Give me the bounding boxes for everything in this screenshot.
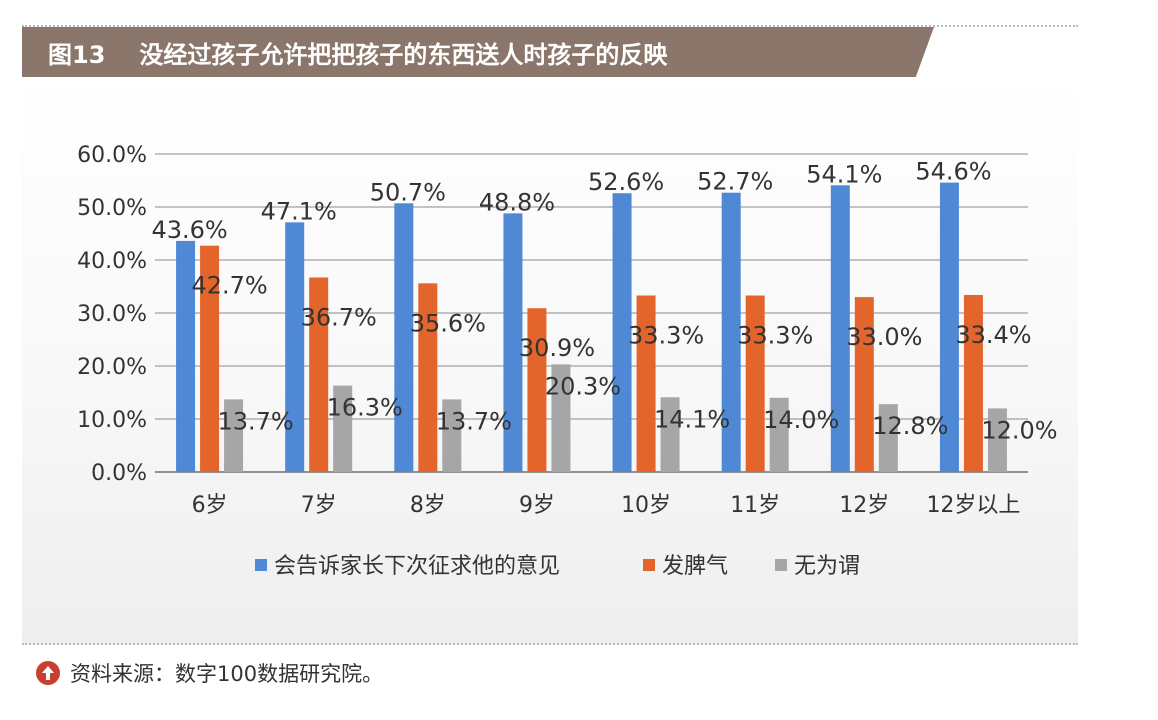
data-label: 42.7% bbox=[191, 272, 267, 300]
bar bbox=[745, 295, 765, 472]
data-label: 14.1% bbox=[654, 405, 730, 433]
figure-number: 图13 bbox=[48, 40, 106, 69]
data-label: 33.3% bbox=[737, 322, 813, 350]
y-tick-label: 0.0% bbox=[91, 461, 147, 486]
data-label: 30.9% bbox=[519, 334, 595, 362]
bar bbox=[636, 295, 656, 472]
bar bbox=[721, 192, 741, 472]
top-divider bbox=[22, 25, 1078, 27]
source-note: 资料来源：数字100数据研究院。 bbox=[36, 658, 383, 688]
x-tick-label: 12岁 bbox=[839, 493, 889, 518]
data-label: 12.0% bbox=[981, 416, 1057, 444]
legend-label: 无为谓 bbox=[794, 554, 860, 579]
bar bbox=[612, 193, 632, 472]
data-label: 50.7% bbox=[370, 178, 446, 206]
bar bbox=[394, 203, 414, 472]
bar bbox=[878, 404, 898, 472]
bar bbox=[309, 277, 329, 472]
data-label: 54.1% bbox=[806, 160, 882, 188]
x-tick-label: 10岁 bbox=[621, 493, 671, 518]
bar bbox=[333, 385, 353, 472]
x-tick-label: 6岁 bbox=[192, 493, 228, 518]
data-label: 16.3% bbox=[327, 394, 403, 422]
chart-panel bbox=[22, 77, 1078, 644]
data-label: 52.6% bbox=[588, 168, 664, 196]
data-label: 13.7% bbox=[436, 407, 512, 435]
figure-title: 没经过孩子允许把把孩子的东西送人时孩子的反映 bbox=[139, 40, 668, 69]
y-tick-label: 60.0% bbox=[77, 143, 147, 168]
bar bbox=[660, 397, 680, 472]
data-label: 13.7% bbox=[217, 407, 293, 435]
data-label: 36.7% bbox=[301, 303, 377, 331]
bar bbox=[503, 213, 523, 473]
data-label: 12.8% bbox=[872, 412, 948, 440]
y-tick-label: 10.0% bbox=[77, 408, 147, 433]
x-tick-label: 11岁 bbox=[730, 493, 780, 518]
source-text: 资料来源：数字100数据研究院。 bbox=[70, 662, 384, 686]
bar bbox=[830, 185, 850, 472]
legend-label: 发脾气 bbox=[662, 554, 728, 579]
x-tick-label: 9岁 bbox=[519, 493, 555, 518]
data-label: 43.6% bbox=[151, 216, 227, 244]
bar bbox=[769, 397, 789, 472]
bar bbox=[854, 297, 874, 472]
data-label: 54.6% bbox=[915, 158, 991, 186]
legend-swatch bbox=[255, 559, 267, 571]
bar-chart: 0.0% 10.0% 20.0% 30.0% 40.0% 50.0% 60.0% 6岁 7岁 8岁… bbox=[77, 143, 1057, 579]
bar bbox=[176, 240, 196, 472]
y-tick-label: 20.0% bbox=[77, 355, 147, 380]
data-label: 33.0% bbox=[846, 323, 922, 351]
data-label: 35.6% bbox=[410, 309, 486, 337]
data-label: 14.0% bbox=[763, 406, 839, 434]
legend-swatch bbox=[643, 559, 655, 571]
bar bbox=[442, 399, 462, 472]
data-label: 48.8% bbox=[479, 188, 555, 216]
y-tick-label: 30.0% bbox=[77, 302, 147, 327]
y-tick-label: 40.0% bbox=[77, 249, 147, 274]
figure-header: 图13 没经过孩子允许把把孩子的东西送人时孩子的反映 bbox=[22, 27, 934, 77]
bar bbox=[527, 308, 547, 472]
x-tick-label: 7岁 bbox=[301, 493, 337, 518]
bar bbox=[551, 364, 571, 472]
x-tick-label: 12岁以上 bbox=[926, 493, 1020, 518]
data-label: 33.3% bbox=[628, 322, 704, 350]
bar bbox=[963, 294, 983, 472]
bar bbox=[285, 222, 305, 472]
bottom-divider bbox=[22, 643, 1078, 645]
data-label: 52.7% bbox=[697, 168, 773, 196]
data-label: 47.1% bbox=[261, 197, 337, 225]
x-tick-label: 8岁 bbox=[410, 493, 446, 518]
data-label: 33.4% bbox=[955, 321, 1031, 349]
y-tick-label: 50.0% bbox=[77, 196, 147, 221]
bar bbox=[418, 283, 438, 472]
bar bbox=[200, 245, 220, 472]
bar bbox=[224, 399, 244, 472]
legend-label: 会告诉家长下次征求他的意见 bbox=[274, 554, 560, 579]
bar bbox=[939, 182, 959, 472]
data-label: 20.3% bbox=[545, 372, 621, 400]
arrow-up-circle-icon bbox=[36, 661, 60, 685]
legend-swatch bbox=[775, 559, 787, 571]
bar bbox=[987, 408, 1007, 472]
